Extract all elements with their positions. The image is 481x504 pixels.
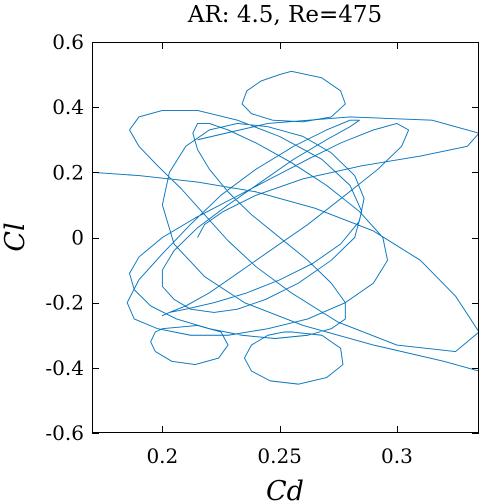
y-tick-label: 0.6 <box>52 30 84 54</box>
y-tick-label: 0.4 <box>52 95 84 119</box>
x-tick-label: 0.25 <box>257 444 302 468</box>
x-axis-label: Cd <box>266 476 304 504</box>
chart-title: AR: 4.5, Re=475 <box>187 2 382 28</box>
y-tick-label: -0.4 <box>45 356 84 380</box>
trajectory-layer <box>92 70 479 385</box>
axes-frame <box>92 42 479 433</box>
y-axis-label: Cl <box>0 222 31 251</box>
trajectory-line-2 <box>244 331 344 385</box>
ticks-layer: 0.2 0.25 0.3 -0.6 -0.4 -0.2 0 0.2 0.4 0.6 <box>45 30 479 468</box>
y-tick-label: -0.6 <box>45 421 84 445</box>
trajectory-line-0 <box>92 109 479 372</box>
trajectory-line-4 <box>197 116 479 238</box>
y-tick-label: -0.2 <box>45 291 84 315</box>
trajectory-line-3 <box>150 325 229 366</box>
trajectory-line-1 <box>241 70 346 123</box>
y-tick-label: 0 <box>71 226 84 250</box>
x-tick-label: 0.2 <box>146 444 178 468</box>
x-tick-label: 0.3 <box>381 444 413 468</box>
y-tick-label: 0.2 <box>52 160 84 184</box>
